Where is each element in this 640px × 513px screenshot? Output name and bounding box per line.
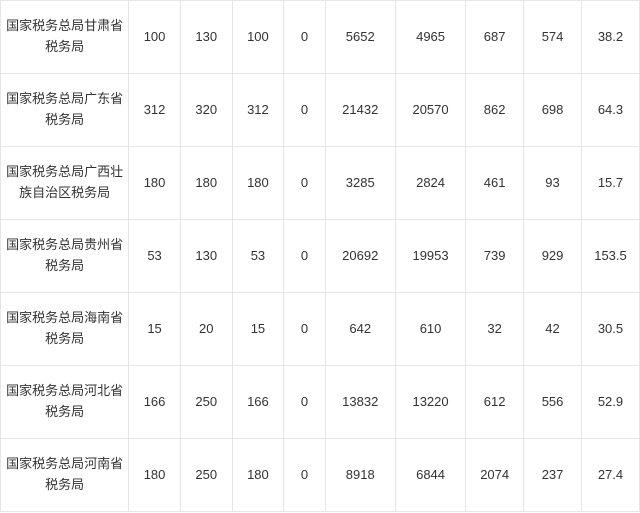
cell-value: 93 <box>524 147 582 220</box>
cell-value: 100 <box>232 1 284 74</box>
cell-name: 国家税务总局海南省税务局 <box>1 293 129 366</box>
cell-value: 312 <box>129 74 181 147</box>
cell-value: 53 <box>129 220 181 293</box>
cell-value: 130 <box>180 1 232 74</box>
cell-value: 153.5 <box>581 220 639 293</box>
cell-value: 0 <box>284 439 325 512</box>
cell-value: 5652 <box>325 1 395 74</box>
cell-value: 20 <box>180 293 232 366</box>
table-row: 国家税务总局广西壮族自治区税务局 180 180 180 0 3285 2824… <box>1 147 640 220</box>
cell-value: 0 <box>284 366 325 439</box>
cell-value: 612 <box>466 366 524 439</box>
cell-value: 461 <box>466 147 524 220</box>
cell-value: 32 <box>466 293 524 366</box>
cell-value: 21432 <box>325 74 395 147</box>
cell-value: 862 <box>466 74 524 147</box>
cell-value: 27.4 <box>581 439 639 512</box>
table-row: 国家税务总局甘肃省税务局 100 130 100 0 5652 4965 687… <box>1 1 640 74</box>
cell-name: 国家税务总局广西壮族自治区税务局 <box>1 147 129 220</box>
cell-value: 52.9 <box>581 366 639 439</box>
cell-value: 20570 <box>395 74 465 147</box>
table-row: 国家税务总局河南省税务局 180 250 180 0 8918 6844 207… <box>1 439 640 512</box>
cell-value: 320 <box>180 74 232 147</box>
cell-value: 19953 <box>395 220 465 293</box>
cell-value: 130 <box>180 220 232 293</box>
cell-value: 0 <box>284 147 325 220</box>
cell-value: 2824 <box>395 147 465 220</box>
cell-value: 53 <box>232 220 284 293</box>
cell-value: 929 <box>524 220 582 293</box>
table-row: 国家税务总局广东省税务局 312 320 312 0 21432 20570 8… <box>1 74 640 147</box>
cell-value: 2074 <box>466 439 524 512</box>
table-body: 国家税务总局甘肃省税务局 100 130 100 0 5652 4965 687… <box>1 1 640 512</box>
cell-value: 38.2 <box>581 1 639 74</box>
table-row: 国家税务总局河北省税务局 166 250 166 0 13832 13220 6… <box>1 366 640 439</box>
cell-value: 3285 <box>325 147 395 220</box>
cell-value: 180 <box>232 147 284 220</box>
cell-value: 15 <box>232 293 284 366</box>
cell-value: 42 <box>524 293 582 366</box>
table-row: 国家税务总局海南省税务局 15 20 15 0 642 610 32 42 30… <box>1 293 640 366</box>
cell-value: 100 <box>129 1 181 74</box>
cell-value: 180 <box>129 439 181 512</box>
data-table: 国家税务总局甘肃省税务局 100 130 100 0 5652 4965 687… <box>0 0 640 512</box>
cell-value: 0 <box>284 220 325 293</box>
cell-value: 15.7 <box>581 147 639 220</box>
cell-value: 64.3 <box>581 74 639 147</box>
cell-value: 739 <box>466 220 524 293</box>
cell-value: 574 <box>524 1 582 74</box>
cell-value: 180 <box>129 147 181 220</box>
cell-value: 30.5 <box>581 293 639 366</box>
cell-value: 8918 <box>325 439 395 512</box>
cell-value: 698 <box>524 74 582 147</box>
cell-value: 0 <box>284 293 325 366</box>
cell-value: 250 <box>180 439 232 512</box>
cell-name: 国家税务总局贵州省税务局 <box>1 220 129 293</box>
table-row: 国家税务总局贵州省税务局 53 130 53 0 20692 19953 739… <box>1 220 640 293</box>
cell-value: 15 <box>129 293 181 366</box>
cell-value: 166 <box>129 366 181 439</box>
cell-name: 国家税务总局广东省税务局 <box>1 74 129 147</box>
cell-value: 13220 <box>395 366 465 439</box>
cell-value: 642 <box>325 293 395 366</box>
cell-value: 4965 <box>395 1 465 74</box>
cell-value: 0 <box>284 1 325 74</box>
cell-value: 180 <box>180 147 232 220</box>
cell-name: 国家税务总局河北省税务局 <box>1 366 129 439</box>
cell-value: 312 <box>232 74 284 147</box>
cell-name: 国家税务总局河南省税务局 <box>1 439 129 512</box>
cell-value: 13832 <box>325 366 395 439</box>
cell-name: 国家税务总局甘肃省税务局 <box>1 1 129 74</box>
cell-value: 180 <box>232 439 284 512</box>
cell-value: 250 <box>180 366 232 439</box>
cell-value: 556 <box>524 366 582 439</box>
cell-value: 0 <box>284 74 325 147</box>
cell-value: 237 <box>524 439 582 512</box>
cell-value: 610 <box>395 293 465 366</box>
cell-value: 6844 <box>395 439 465 512</box>
cell-value: 687 <box>466 1 524 74</box>
cell-value: 166 <box>232 366 284 439</box>
cell-value: 20692 <box>325 220 395 293</box>
